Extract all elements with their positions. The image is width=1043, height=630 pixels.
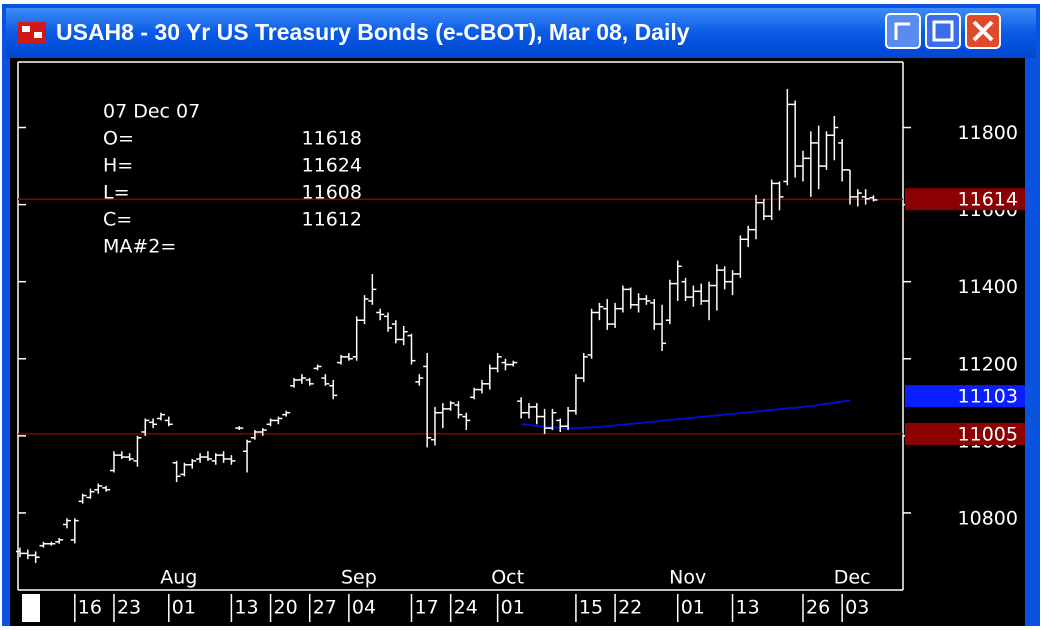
price-flag-label: 11005 — [958, 423, 1018, 445]
month-label: Oct — [491, 567, 524, 589]
price-flag — [905, 188, 1025, 211]
title-bar — [6, 8, 1036, 58]
x-tick-label: 24 — [454, 597, 478, 619]
info-ma-label: MA#2= — [103, 236, 176, 258]
y-tick-label: 11200 — [958, 353, 1018, 375]
month-label: Sep — [341, 567, 377, 589]
info-value: 11624 — [302, 155, 362, 177]
x-tick-label: 16 — [78, 597, 102, 619]
x-tick-label: 17 — [415, 597, 439, 619]
x-tick-label: 01 — [501, 597, 525, 619]
x-tick-label: 01 — [172, 597, 196, 619]
y-tick-label: 10800 — [958, 507, 1018, 529]
price-flag — [905, 422, 1025, 445]
info-label: H= — [103, 155, 133, 177]
scroll-thumb — [22, 594, 40, 622]
info-label: O= — [103, 128, 134, 150]
maximize-button[interactable] — [925, 13, 961, 49]
close-button[interactable] — [965, 13, 1001, 49]
price-flag-label: 11103 — [958, 386, 1018, 408]
x-tick-label: 13 — [736, 597, 760, 619]
info-date: 07 Dec 07 — [103, 101, 200, 123]
x-tick-label: 20 — [274, 597, 298, 619]
x-tick-label: 01 — [681, 597, 705, 619]
month-label: Aug — [160, 567, 197, 589]
y-tick-label: 11800 — [958, 122, 1018, 144]
x-tick-label: 03 — [845, 597, 869, 619]
month-label: Dec — [834, 567, 871, 589]
info-label: C= — [103, 209, 132, 231]
x-tick-label: 26 — [806, 597, 830, 619]
x-tick-label: 23 — [117, 597, 141, 619]
window-title: USAH8 - 30 Yr US Treasury Bonds (e-CBOT)… — [56, 19, 690, 45]
info-label: L= — [103, 182, 130, 204]
info-value: 11608 — [302, 182, 362, 204]
x-tick-label: 22 — [618, 597, 642, 619]
app-icon — [18, 22, 46, 44]
price-flag-label: 11614 — [958, 189, 1018, 211]
x-tick-label: 27 — [313, 597, 337, 619]
x-tick-label: 13 — [234, 597, 258, 619]
info-value: 11612 — [302, 209, 362, 231]
price-flag — [905, 385, 1025, 408]
x-tick-label: 15 — [579, 597, 603, 619]
x-tick-label: 04 — [352, 597, 376, 619]
month-label: Nov — [669, 567, 706, 589]
chart-background — [10, 58, 1025, 626]
y-tick-label: 11400 — [958, 276, 1018, 298]
moving-average-line — [521, 399, 851, 430]
info-value: 11618 — [302, 128, 362, 150]
minimize-button[interactable] — [885, 13, 921, 49]
